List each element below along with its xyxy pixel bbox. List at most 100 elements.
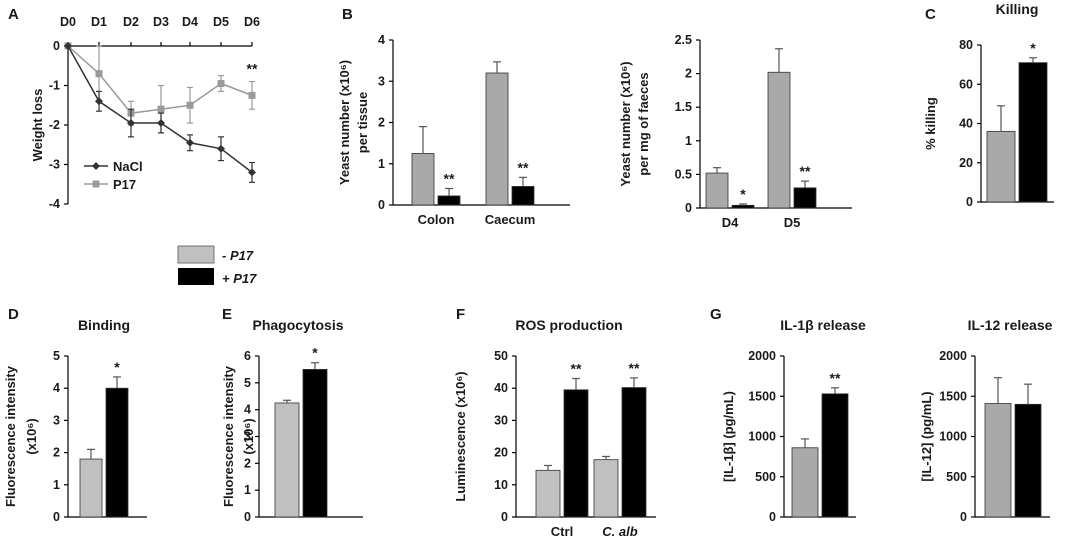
bar-plus-p17 xyxy=(731,204,755,209)
x-category-label: C. alb xyxy=(602,524,637,539)
y-tick-label: 1000 xyxy=(939,430,967,444)
legend-marker xyxy=(92,162,100,170)
data-point xyxy=(217,144,225,153)
significance-marker: ** xyxy=(571,361,582,377)
significance-marker: ** xyxy=(518,159,529,175)
significance-marker: ** xyxy=(629,360,640,376)
chart-title: IL-1β release xyxy=(780,317,866,333)
significance-marker: * xyxy=(1030,40,1036,56)
data-point xyxy=(248,168,256,177)
y-tick-label: 2000 xyxy=(748,349,776,363)
x-tick-label: D0 xyxy=(60,15,76,29)
bar-plus-p17 xyxy=(1014,403,1042,518)
chart-b2: 0 0.5 1 1.5 2 2.5 Yeast number (x10⁶) per mg of… xyxy=(618,33,852,230)
y-tick-label: 1 xyxy=(244,483,251,497)
y-axis-label: Luminescence (x10⁶) xyxy=(453,371,468,501)
bar-minus-p17 xyxy=(535,469,561,518)
y-tick-label: 5 xyxy=(244,376,251,390)
y-tick-label: 5 xyxy=(53,349,60,363)
chart-g1: G IL-1β release 0 500 1000 1500 2000 [IL-1β] (p… xyxy=(710,306,866,524)
legend-marker xyxy=(92,180,100,188)
panel-label: B xyxy=(342,6,353,23)
y-tick-label: 10 xyxy=(494,478,508,492)
legend-swatch-plus xyxy=(178,268,214,285)
chart-a: A 0 -1 -2 -3 -4 D0 D1 D2 D3 D4 D5 D6 Weight loss NaCl P… xyxy=(8,6,260,211)
chart-title: ROS production xyxy=(515,317,622,333)
y-axis-label: Weight loss xyxy=(30,89,45,162)
legend: - P17 + P17 xyxy=(177,245,257,286)
y-tick-label: 4 xyxy=(378,33,385,47)
y-tick-label: 2 xyxy=(244,456,251,470)
y-tick-label: 0 xyxy=(244,510,251,524)
data-point xyxy=(95,97,103,106)
significance-marker: ** xyxy=(247,61,258,77)
bar-plus-p17 xyxy=(105,387,129,518)
legend-swatch-minus xyxy=(177,245,215,264)
data-point xyxy=(217,80,225,88)
y-tick-label: 80 xyxy=(959,38,973,52)
chart-d: D Binding 0 1 2 3 4 5 Fluorescence intensity (x10… xyxy=(3,306,147,524)
chart-title: Binding xyxy=(78,317,130,333)
y-axis-label: Yeast number (x10⁶) xyxy=(337,60,352,185)
chart-c: C Killing 0 20 40 60 80 % killing * xyxy=(923,1,1054,209)
series-line xyxy=(67,45,253,114)
y-tick-label: 1500 xyxy=(939,389,967,403)
x-tick-label: D6 xyxy=(244,15,260,29)
data-point xyxy=(64,42,72,50)
panel-label: D xyxy=(8,306,19,323)
bar-minus-p17 xyxy=(791,447,819,518)
y-tick-label: 20 xyxy=(959,156,973,170)
y-tick-label: -4 xyxy=(49,197,60,211)
series-nacl xyxy=(64,42,256,183)
panel-label: E xyxy=(222,306,232,323)
y-tick-label: -2 xyxy=(49,118,60,132)
y-tick-label: 40 xyxy=(494,381,508,395)
panel-label: G xyxy=(710,306,722,323)
significance-marker: * xyxy=(312,345,318,361)
y-tick-label: 0 xyxy=(960,510,967,524)
y-tick-label: 2 xyxy=(378,116,385,130)
y-tick-label: 60 xyxy=(959,77,973,91)
x-category-label: Caecum xyxy=(485,212,536,227)
bar-plus-p17 xyxy=(302,369,328,518)
chart-title: IL-12 release xyxy=(968,317,1053,333)
y-tick-label: 500 xyxy=(946,470,967,484)
y-tick-label: 1 xyxy=(685,134,692,148)
y-tick-label: 0 xyxy=(378,198,385,212)
y-tick-label: 3 xyxy=(378,74,385,88)
bar-minus-p17 xyxy=(411,153,435,206)
panel-label: F xyxy=(456,306,465,323)
y-tick-label: -3 xyxy=(49,158,60,172)
data-point xyxy=(95,70,103,78)
y-tick-label: 1000 xyxy=(748,430,776,444)
chart-b1: B 0 1 2 3 4 Yeast number (x10⁶) per tissue Colon… xyxy=(337,6,570,227)
chart-e: E Phagocytosis 0 1 2 3 4 5 6 Fluorescence intensi… xyxy=(221,306,363,524)
y-tick-label: 2000 xyxy=(939,349,967,363)
y-tick-label: 40 xyxy=(959,117,973,131)
x-tick-label: D5 xyxy=(213,15,229,29)
significance-marker: ** xyxy=(830,370,841,386)
significance-marker: * xyxy=(740,186,746,202)
y-tick-label: 50 xyxy=(494,349,508,363)
bar-minus-p17 xyxy=(485,72,509,206)
y-axis-label: (x10⁶) xyxy=(24,418,39,454)
x-tick-label: D4 xyxy=(182,15,198,29)
bar-minus-p17 xyxy=(593,459,619,518)
y-tick-label: 20 xyxy=(494,446,508,460)
x-category-label: Ctrl xyxy=(551,524,573,539)
bar-minus-p17 xyxy=(986,130,1016,203)
y-tick-label: 4 xyxy=(244,403,251,417)
y-axis-label: % killing xyxy=(923,97,938,150)
y-tick-label: 4 xyxy=(53,381,60,395)
bar-plus-p17 xyxy=(821,393,849,518)
y-axis-label: Fluorescence intensity xyxy=(221,365,236,507)
legend-label-plus: + P17 xyxy=(222,271,257,286)
bar-plus-p17 xyxy=(437,195,461,206)
y-tick-label: 1 xyxy=(53,478,60,492)
bar-plus-p17 xyxy=(511,186,535,206)
data-point xyxy=(157,105,165,113)
y-axis-label: [IL-12] (pg/mL) xyxy=(919,391,934,481)
x-category-label: Colon xyxy=(418,212,455,227)
data-point xyxy=(157,119,165,128)
